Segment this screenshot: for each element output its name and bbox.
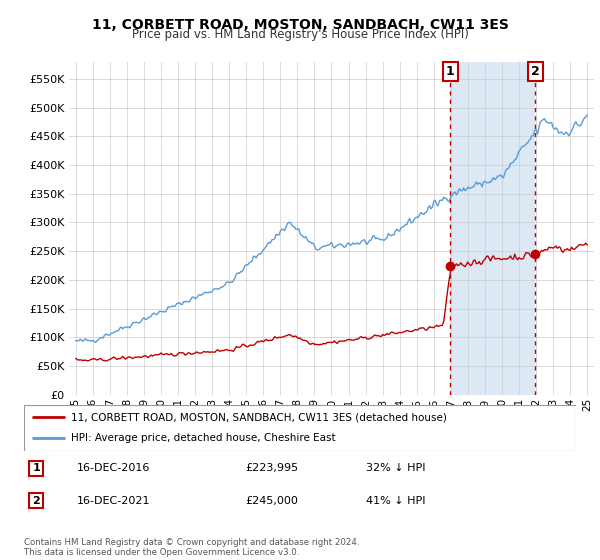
Text: £223,995: £223,995: [245, 464, 298, 473]
Text: 1: 1: [446, 65, 454, 78]
Text: 2: 2: [531, 65, 540, 78]
Text: 11, CORBETT ROAD, MOSTON, SANDBACH, CW11 3ES: 11, CORBETT ROAD, MOSTON, SANDBACH, CW11…: [92, 18, 508, 32]
Text: 11, CORBETT ROAD, MOSTON, SANDBACH, CW11 3ES (detached house): 11, CORBETT ROAD, MOSTON, SANDBACH, CW11…: [71, 412, 447, 422]
Text: Price paid vs. HM Land Registry's House Price Index (HPI): Price paid vs. HM Land Registry's House …: [131, 28, 469, 41]
Text: £245,000: £245,000: [245, 496, 298, 506]
Text: 41% ↓ HPI: 41% ↓ HPI: [366, 496, 426, 506]
Text: 2: 2: [32, 496, 40, 506]
Text: 1: 1: [32, 464, 40, 473]
Text: HPI: Average price, detached house, Cheshire East: HPI: Average price, detached house, Ches…: [71, 433, 335, 444]
Text: 16-DEC-2016: 16-DEC-2016: [76, 464, 150, 473]
Text: Contains HM Land Registry data © Crown copyright and database right 2024.
This d: Contains HM Land Registry data © Crown c…: [24, 538, 359, 557]
Text: 32% ↓ HPI: 32% ↓ HPI: [366, 464, 426, 473]
Text: 16-DEC-2021: 16-DEC-2021: [76, 496, 150, 506]
Bar: [450, 62, 535, 395]
